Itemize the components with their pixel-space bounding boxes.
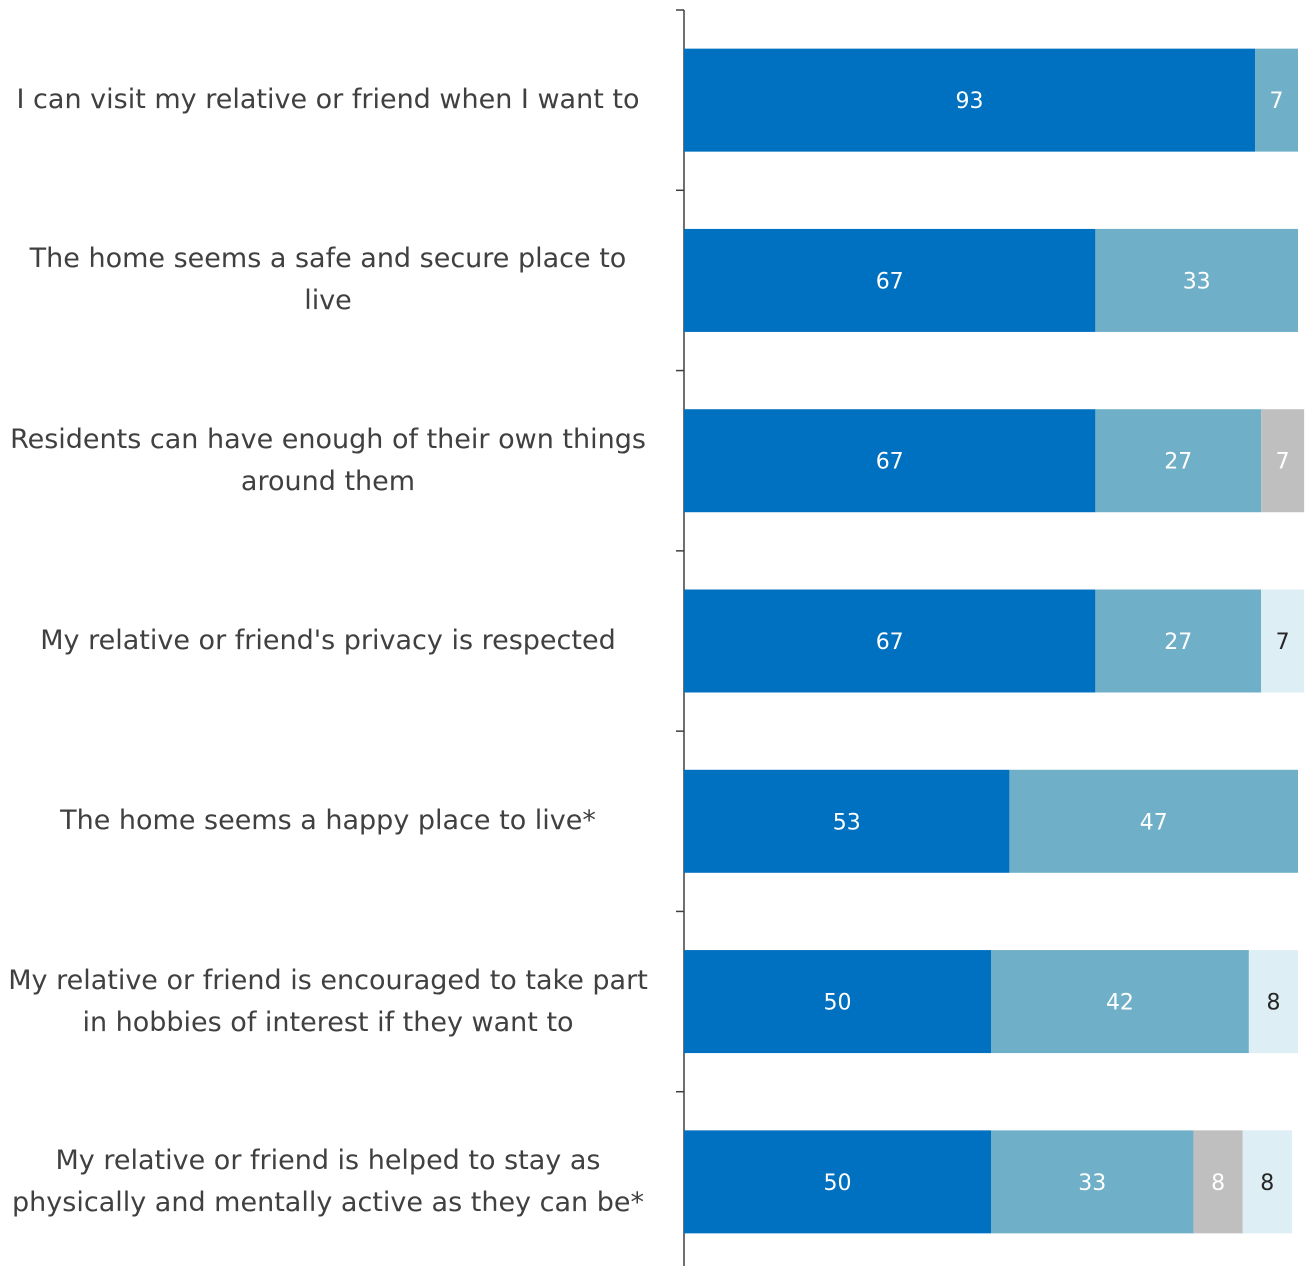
data-label: 8 bbox=[1266, 991, 1280, 1016]
bar-segment bbox=[1095, 589, 1262, 693]
data-label: 7 bbox=[1270, 89, 1284, 114]
bar-segment bbox=[1009, 769, 1298, 873]
bar-segment bbox=[1261, 589, 1305, 693]
bar-segment bbox=[1248, 950, 1298, 1054]
data-label: 8 bbox=[1260, 1171, 1274, 1196]
category-label: The home seems a safe and secure place t… bbox=[29, 243, 627, 317]
category-label: Residents can have enough of their own t… bbox=[10, 423, 646, 497]
data-label: 67 bbox=[876, 630, 904, 655]
category-label: My relative or friend is helped to stay … bbox=[12, 1144, 644, 1218]
data-label: 33 bbox=[1183, 269, 1211, 294]
category-label: I can visit my relative or friend when I… bbox=[16, 84, 640, 116]
data-label: 7 bbox=[1276, 630, 1290, 655]
bar-segment bbox=[684, 409, 1096, 513]
data-label: 47 bbox=[1140, 810, 1168, 835]
bar-segment bbox=[684, 950, 991, 1054]
category-label: My relative or friend's privacy is respe… bbox=[40, 625, 616, 656]
data-label: 53 bbox=[833, 810, 861, 835]
bar-segment bbox=[991, 950, 1249, 1054]
bar-segment bbox=[1261, 409, 1305, 513]
data-label: 93 bbox=[956, 89, 984, 114]
data-label: 50 bbox=[824, 1171, 852, 1196]
category-label: The home seems a happy place to live* bbox=[60, 805, 596, 837]
bar-segment bbox=[1193, 1130, 1243, 1234]
bar-segment bbox=[684, 1130, 991, 1234]
data-label: 50 bbox=[824, 991, 852, 1016]
data-label: 67 bbox=[876, 450, 904, 475]
data-label: 7 bbox=[1276, 450, 1290, 475]
data-label: 33 bbox=[1078, 1171, 1106, 1196]
data-label: 8 bbox=[1211, 1171, 1225, 1196]
bar-segment bbox=[684, 48, 1256, 152]
bar-segment bbox=[1242, 1130, 1292, 1234]
bar-segment bbox=[684, 228, 1096, 332]
bar-segment bbox=[1095, 409, 1262, 513]
data-label: 27 bbox=[1164, 450, 1192, 475]
data-label: 42 bbox=[1106, 991, 1134, 1016]
bar-segment bbox=[1095, 228, 1298, 332]
bar-segment bbox=[1255, 48, 1298, 152]
data-label: 27 bbox=[1164, 630, 1192, 655]
data-label: 67 bbox=[876, 269, 904, 294]
bar-segment bbox=[684, 769, 1010, 873]
bar-segment bbox=[684, 589, 1096, 693]
category-label: My relative or friend is encouraged to t… bbox=[8, 964, 648, 1038]
bar-segment bbox=[991, 1130, 1194, 1234]
